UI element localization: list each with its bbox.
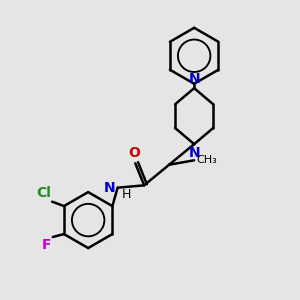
Text: Cl: Cl [36,186,51,200]
Text: N: N [188,146,200,161]
Text: F: F [42,238,51,253]
Text: CH₃: CH₃ [196,155,217,165]
Text: H: H [122,188,131,201]
Text: N: N [103,181,115,195]
Text: O: O [128,146,140,160]
Text: N: N [188,72,200,86]
